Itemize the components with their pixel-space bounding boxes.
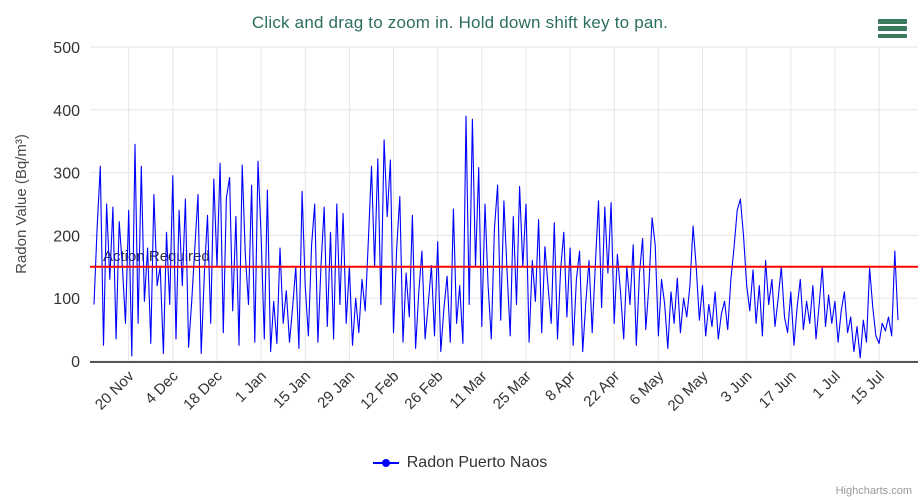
x-tick-label: 12 Feb <box>357 368 402 413</box>
x-tick-label: 17 Jun <box>756 368 800 412</box>
x-tick-label: 20 Nov <box>92 367 138 413</box>
x-tick-label: 25 Mar <box>490 368 535 413</box>
hamburger-menu-icon <box>878 19 907 24</box>
x-tick-label: 22 Apr <box>580 368 623 411</box>
legend-item-radon-puerto-naos[interactable]: Radon Puerto Naos <box>0 452 920 474</box>
x-tick-label: 15 Jul <box>848 368 888 408</box>
y-tick-label: 400 <box>53 103 80 120</box>
x-tick-label: 20 May <box>665 367 712 414</box>
hamburger-menu-icon <box>878 33 907 38</box>
y-tick-label: 500 <box>53 40 80 57</box>
y-tick-label: 100 <box>53 291 80 308</box>
x-tick-label: 4 Dec <box>142 367 182 407</box>
x-tick-label: 6 May <box>626 367 667 408</box>
x-tick-label: 18 Dec <box>180 367 226 413</box>
export-menu-button[interactable] <box>878 19 907 38</box>
x-tick-label: 11 Mar <box>446 368 490 412</box>
x-tick-label: 26 Feb <box>401 368 446 413</box>
y-axis-title: Radon Value (Bq/m³) <box>13 134 30 274</box>
y-tick-label: 200 <box>53 228 80 245</box>
highcharts-credit-link[interactable]: Highcharts.com <box>835 485 912 497</box>
x-tick-label: 29 Jan <box>314 368 358 412</box>
x-tick-label: 15 Jan <box>270 368 314 412</box>
radon-series-line <box>93 115 899 359</box>
legend-marker-icon <box>372 459 399 467</box>
x-tick-label: 1 Jan <box>232 368 270 406</box>
x-tick-label: 1 Jul <box>809 368 843 402</box>
x-tick-label: 8 Apr <box>542 368 579 405</box>
y-tick-label: 300 <box>53 166 80 183</box>
legend-item-label: Radon Puerto Naos <box>406 454 548 471</box>
chart-title: Click and drag to zoom in. Hold down shi… <box>251 13 669 32</box>
hamburger-menu-icon <box>878 26 907 31</box>
y-tick-label: 0 <box>71 354 80 371</box>
x-tick-label: 3 Jun <box>718 368 756 406</box>
